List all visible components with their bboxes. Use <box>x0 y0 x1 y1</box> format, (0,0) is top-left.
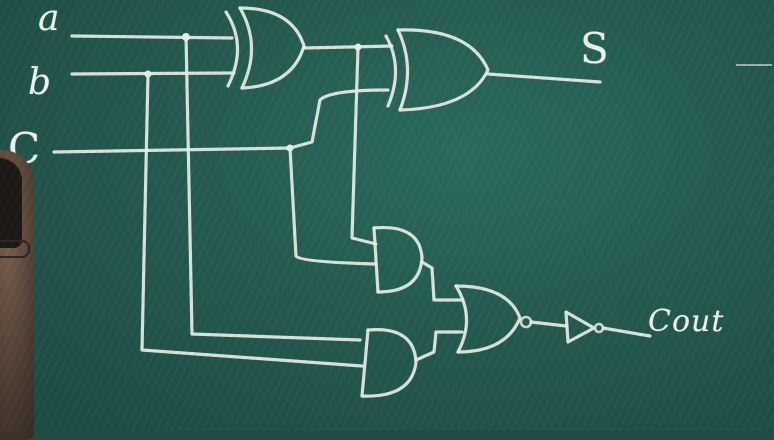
label-output-cout: Cout <box>648 304 725 339</box>
wire-and1-to-or <box>420 260 464 302</box>
wire-xor1-to-and1 <box>350 46 378 246</box>
label-input-a: a <box>38 0 60 39</box>
wire-c-to-xor2 <box>288 88 390 150</box>
wire-b-to-and2 <box>140 72 364 368</box>
wire-and2-to-or <box>414 330 464 362</box>
wire-or-out <box>529 320 568 328</box>
buffer-triangle <box>564 310 596 344</box>
junction-a <box>182 33 190 41</box>
glasses-icon <box>0 240 30 258</box>
wire-c <box>52 146 292 154</box>
wire-c-to-and1 <box>288 146 378 266</box>
wire-cout <box>601 326 652 338</box>
and-gate-2 <box>360 328 418 398</box>
full-adder-circuit <box>52 6 652 398</box>
chalk-mark-edge <box>736 64 772 66</box>
person-hair <box>0 158 22 248</box>
xor-gate-1 <box>224 6 306 90</box>
wire-s <box>486 72 602 84</box>
or-gate <box>454 284 522 354</box>
junction-b <box>144 70 152 78</box>
label-input-b: b <box>28 62 52 103</box>
junction-xor1 <box>354 43 362 51</box>
wire-a <box>70 34 234 40</box>
wire-a-to-and2 <box>184 34 362 342</box>
xor-gate-2 <box>384 28 490 112</box>
label-output-s: S <box>580 24 609 73</box>
wire-xor1-out <box>302 44 394 50</box>
and-gate-1 <box>372 225 424 294</box>
junction-c <box>286 144 294 152</box>
wire-b <box>70 71 236 76</box>
